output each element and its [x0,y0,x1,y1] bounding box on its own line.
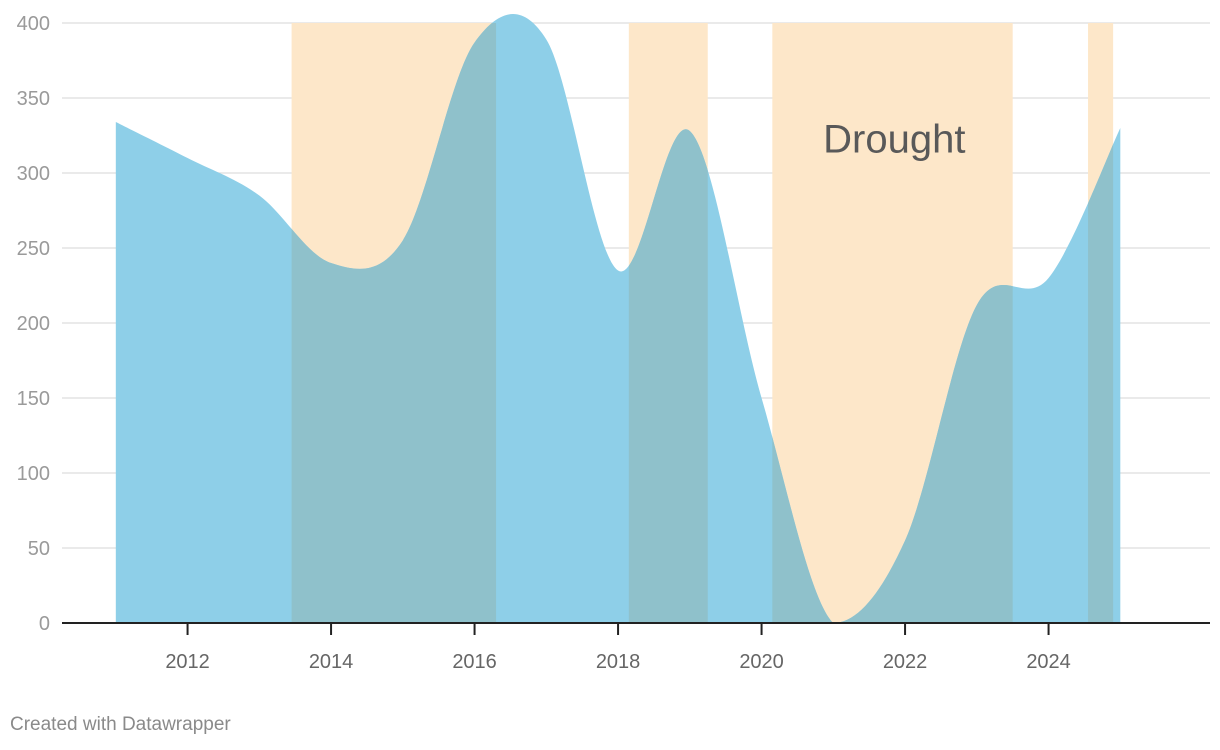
x-tick-label-5: 2022 [883,651,928,673]
y-tick-label-1: 50 [28,538,50,560]
x-tick-label-4: 2020 [739,651,784,673]
y-tick-label-6: 300 [17,163,50,185]
x-tick-label-3: 2018 [596,651,641,673]
x-tick-label-6: 2024 [1026,651,1071,673]
y-tick-label-2: 100 [17,463,50,485]
y-tick-label-7: 350 [17,88,50,110]
y-tick-label-3: 150 [17,388,50,410]
y-tick-label-5: 250 [17,238,50,260]
y-tick-label-8: 400 [17,13,50,35]
y-axis-tick-labels: 0 50 100 150 200 250 300 350 400 [17,13,50,635]
y-tick-label-4: 200 [17,313,50,335]
x-tick-label-1: 2014 [309,651,354,673]
y-tick-label-0: 0 [39,613,50,635]
drought-annotation: Drought [823,118,965,162]
x-axis-ticks: 2012 2014 2016 2018 2020 2022 2024 [165,623,1071,673]
x-tick-label-0: 2012 [165,651,210,673]
footer-credit: Created with Datawrapper [10,714,231,735]
x-tick-label-2: 2016 [452,651,497,673]
